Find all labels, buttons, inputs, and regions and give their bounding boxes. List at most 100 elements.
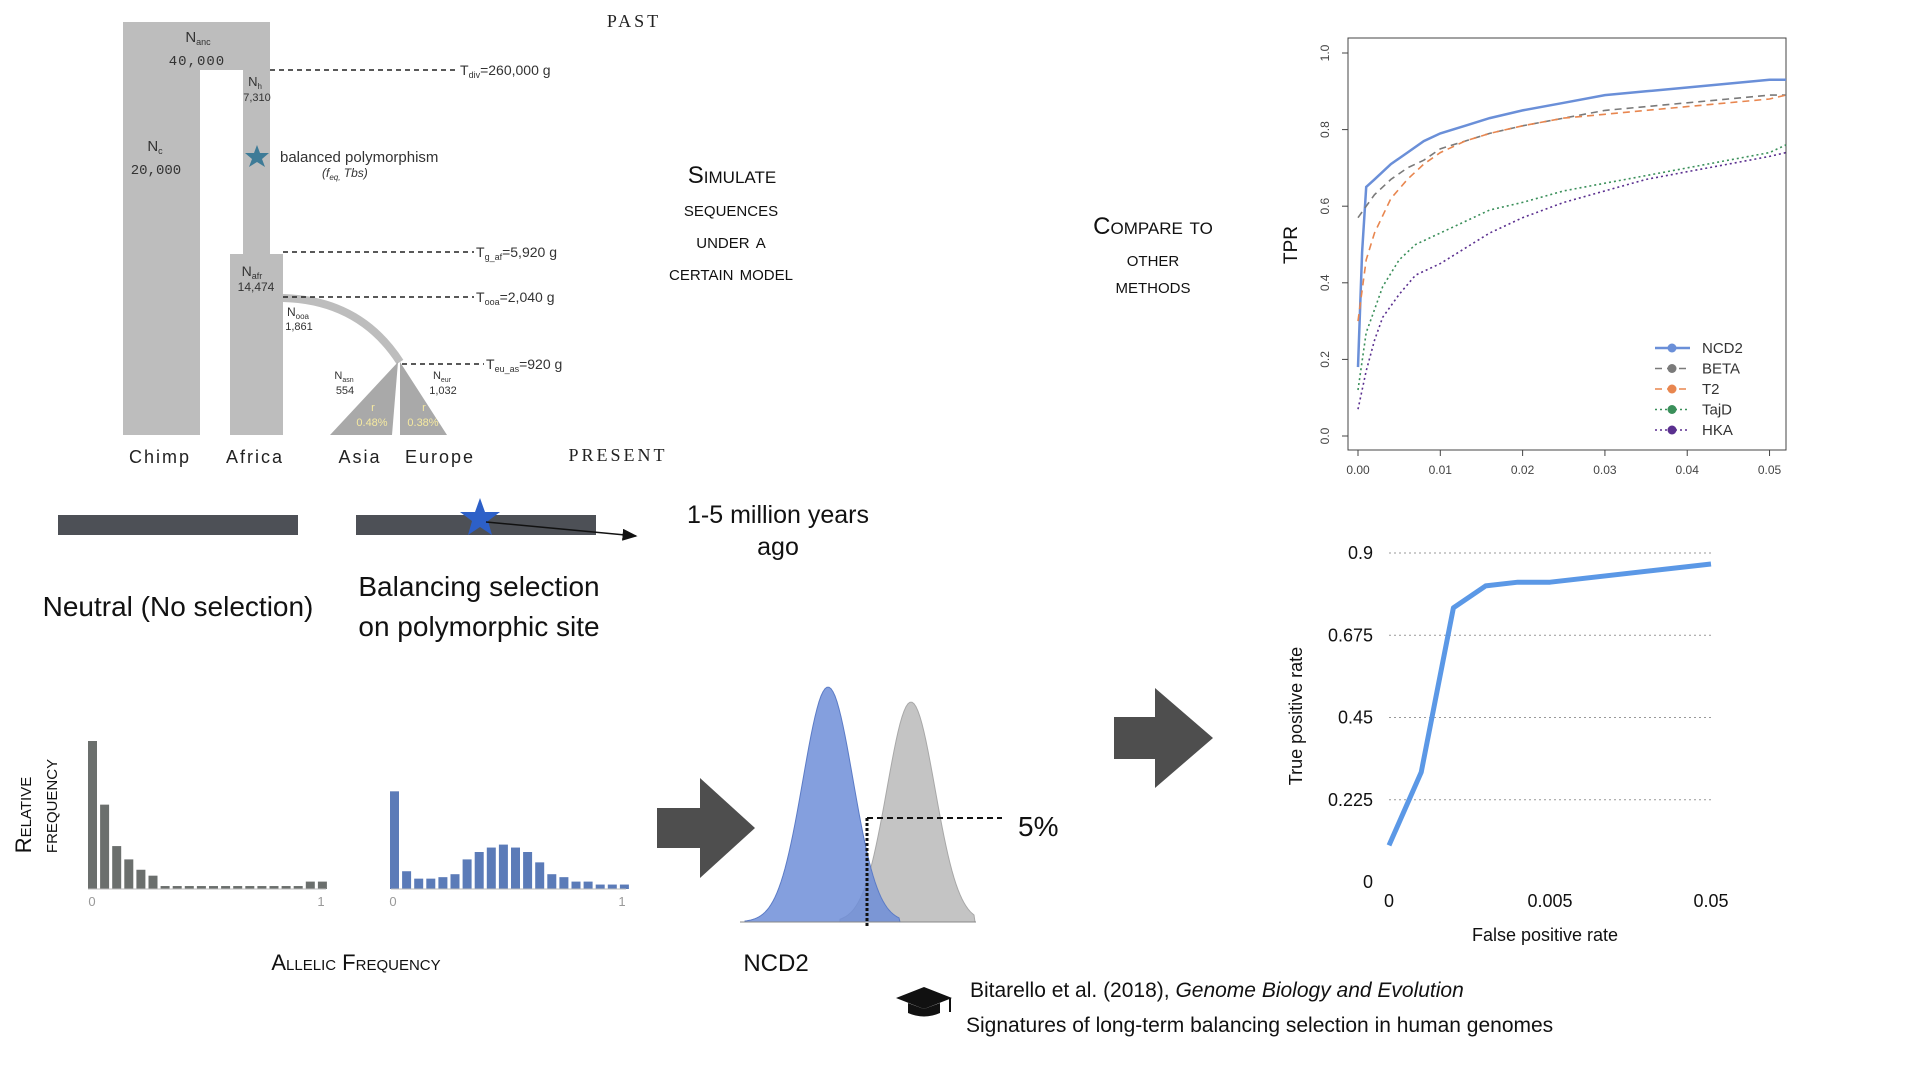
tpr-legend-label: HKA: [1702, 422, 1733, 439]
citation-line-2: Signatures of long-term balancing select…: [966, 1014, 1553, 1037]
sfs-balancing-bar: [595, 884, 605, 889]
tpr-series-t2: [1357, 94, 1787, 322]
roc-x-tick-label: 0.05: [1693, 891, 1728, 911]
sfs-balancing-bar: [474, 852, 484, 889]
n-ooa-value: 1,861: [285, 321, 313, 333]
ncd2-threshold-label: 5%: [1018, 811, 1058, 842]
n-c-label: Nc: [147, 138, 163, 156]
pop-label-asia: Asia: [338, 447, 381, 467]
sfs-balancing-bar: [402, 871, 412, 889]
r-asn-value: 0.48%: [356, 417, 387, 429]
time-label-2: ago: [757, 533, 799, 561]
n-h-label: Nh: [248, 74, 262, 91]
sfs-ylabel-1: Relative: [11, 777, 36, 853]
r-asn-label: r: [371, 402, 375, 414]
sfs-neutral-bar: [136, 869, 146, 889]
ancestral-chimp-block: [123, 22, 270, 435]
tpr-plot-frame: [1347, 37, 1787, 451]
graduation-cap-icon: [896, 987, 952, 1017]
sfs-balancing-histogram: [390, 791, 629, 889]
simulate-line-1: Simulate: [688, 162, 776, 189]
roc-x-tick-label: 0: [1384, 891, 1394, 911]
sfs-balancing-bar: [571, 881, 581, 889]
n-asn-value: 554: [336, 385, 354, 397]
citation-line-1: Bitarello et al. (2018), Genome Biology …: [970, 979, 1464, 1002]
sfs-balancing-bar: [523, 852, 533, 889]
compare-text: Compare to other methods: [1093, 213, 1213, 298]
tpr-legend-marker: [1667, 364, 1677, 373]
pop-label-chimp: Chimp: [129, 447, 191, 467]
sfs-balancing-tick-0: 0: [389, 894, 396, 909]
arrow-to-ncd-icon: [657, 778, 755, 878]
sfs-neutral-tick-1: 1: [317, 894, 324, 909]
balancing-label-2: on polymorphic site: [358, 611, 599, 642]
tpr-legend-label: TajD: [1702, 402, 1732, 419]
tpr-ylabel: TPR: [1281, 226, 1302, 264]
sfs-balancing-bar: [498, 844, 508, 889]
neutral-label: Neutral (No selection): [43, 591, 314, 622]
tpr-legend-marker: [1667, 343, 1677, 353]
sfs-balancing-bar: [535, 862, 545, 889]
roc-y-tick-label: 0.225: [1328, 790, 1373, 810]
tpr-x-tick-label: 0.01: [1429, 463, 1453, 477]
tpr-series-beta: [1357, 94, 1786, 219]
t-ooa-label: Tooa=2,040 g: [476, 289, 554, 307]
sfs-balancing-bar: [486, 847, 496, 889]
arrow-to-roc-icon: [1114, 688, 1213, 788]
sfs-balancing-bar: [390, 791, 399, 889]
sfs-neutral-bar: [112, 846, 122, 889]
sfs-balancing-bar: [607, 884, 617, 889]
balanced-polymorphism-label: balanced polymorphism: [280, 149, 438, 166]
simulate-line-3: under a: [696, 228, 765, 253]
tpr-y-tick-label: 0.4: [1318, 274, 1332, 291]
balanced-polymorphism-params: (feq, Tbs): [322, 166, 368, 182]
roc-ylabel: True positive rate: [1286, 647, 1306, 785]
n-asn-label: Nasn: [334, 370, 353, 384]
sfs-ylabel-2: frequency: [37, 759, 62, 853]
present-label: PRESENT: [568, 445, 667, 465]
tpr-legend-marker: [1667, 384, 1677, 394]
roc-y-tick-label: 0: [1363, 872, 1373, 892]
compare-line-2: other: [1127, 246, 1180, 271]
sfs-panel: Relative frequency 0 1 0 1 Allelic Frequ…: [11, 741, 629, 975]
tpr-x-tick-label: 0.00: [1346, 463, 1370, 477]
sequence-bars: 1-5 million years ago Neutral (No select…: [43, 498, 869, 642]
ncd2-balancing-distribution: [744, 686, 901, 923]
n-anc-label: Nanc: [185, 29, 211, 47]
tpr-x-tick-label: 0.04: [1676, 463, 1700, 477]
tpr-legend-label: NCD2: [1702, 340, 1743, 357]
tpr-y-tick-label: 0.2: [1318, 351, 1332, 368]
sfs-neutral-bar: [257, 886, 267, 889]
tpr-legend-marker: [1667, 425, 1677, 435]
n-afr-value: 14,474: [238, 280, 275, 294]
sfs-neutral-bar: [221, 886, 231, 889]
ncd2-label: NCD2: [743, 950, 808, 977]
tpr-series-ncd2: [1356, 78, 1786, 368]
tpr-legend-label: BETA: [1702, 361, 1740, 378]
sfs-balancing-bar: [619, 884, 629, 889]
sfs-neutral-bar: [209, 886, 218, 889]
sfs-neutral-bar: [124, 859, 134, 889]
time-label-1: 1-5 million years: [687, 501, 869, 529]
demography-model: PAST PRESENT Nanc 40,000 Nc 20,000 Nh 7,…: [123, 11, 667, 467]
tpr-y-tick-label: 0.0: [1318, 427, 1332, 444]
tpr-x-tick-label: 0.05: [1758, 463, 1782, 477]
time-arrow: [485, 521, 638, 541]
n-eur-label: Neur: [433, 370, 452, 384]
simulate-line-4: certain model: [669, 260, 793, 285]
roc-y-tick-label: 0.9: [1348, 543, 1373, 563]
sfs-neutral-bar: [184, 886, 194, 889]
sfs-xlabel: Allelic Frequency: [271, 950, 440, 975]
r-eur-label: r: [422, 402, 426, 414]
pop-label-africa: Africa: [226, 447, 284, 467]
simulate-text: Simulate sequences under a certain model: [669, 162, 793, 285]
sfs-balancing-bar: [511, 847, 520, 889]
sfs-neutral-bar: [281, 886, 291, 889]
sfs-neutral-bar: [317, 881, 327, 889]
roc-xlabel: False positive rate: [1472, 925, 1618, 945]
sfs-neutral-bar: [100, 804, 110, 889]
sfs-neutral-tick-0: 0: [88, 894, 95, 909]
t-gaf-label: Tg_af=5,920 g: [476, 244, 557, 262]
sfs-neutral-bar: [293, 886, 303, 889]
